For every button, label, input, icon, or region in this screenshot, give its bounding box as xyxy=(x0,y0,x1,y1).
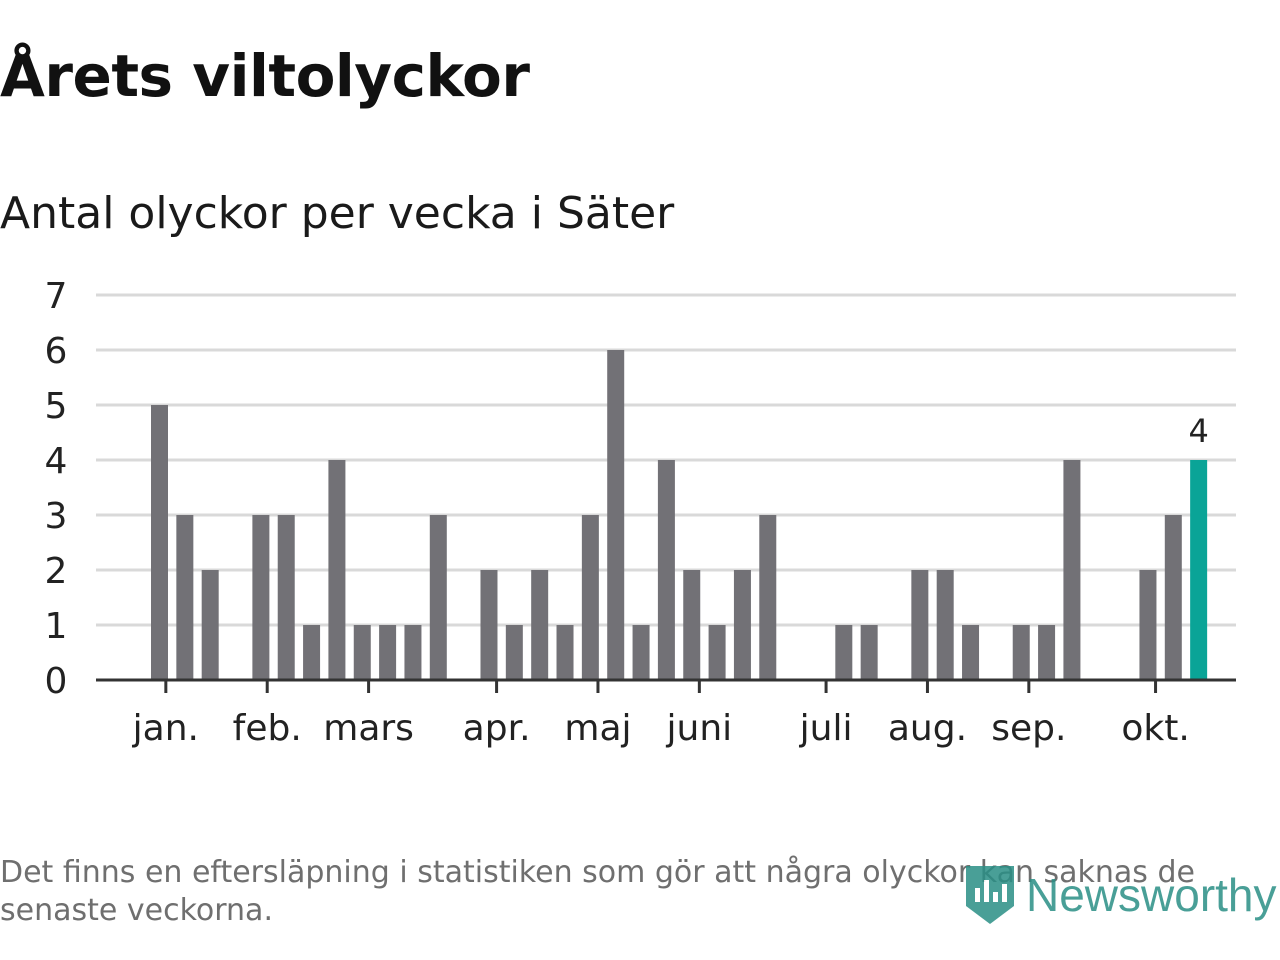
y-tick-label: 0 xyxy=(45,661,68,702)
bars xyxy=(151,350,1208,680)
y-tick-label: 2 xyxy=(45,551,68,592)
x-axis xyxy=(96,678,1236,693)
y-tick-label: 3 xyxy=(45,496,68,537)
x-tick-label: mars xyxy=(323,708,414,749)
x-tick-label: aug. xyxy=(888,708,967,749)
bar xyxy=(1012,625,1030,680)
bar xyxy=(505,625,523,680)
logo-text: Newsworthy xyxy=(1026,869,1277,921)
bar xyxy=(607,350,625,680)
x-tick-label: jan. xyxy=(132,708,199,749)
bar xyxy=(404,625,422,680)
bar xyxy=(835,625,853,680)
bar xyxy=(531,570,549,680)
x-tick-label: feb. xyxy=(233,708,302,749)
bar xyxy=(759,515,777,680)
newsworthy-logo-icon xyxy=(966,866,1014,924)
chart-subtitle: Antal olyckor per vecka i Säter xyxy=(0,188,675,239)
x-tick-label: juli xyxy=(799,708,853,749)
bar xyxy=(277,515,295,680)
highlight-data-label: 4 xyxy=(1188,412,1208,450)
y-tick-label: 4 xyxy=(45,441,68,482)
y-tick-label: 7 xyxy=(45,276,68,317)
bar-highlight xyxy=(1190,460,1208,680)
bar xyxy=(429,515,447,680)
bar xyxy=(556,625,574,680)
y-axis-ticks: 0 1 2 3 4 5 6 7 xyxy=(45,276,68,702)
bar xyxy=(303,625,321,680)
bar xyxy=(1038,625,1056,680)
x-tick-label: juni xyxy=(666,708,733,749)
bar xyxy=(581,515,599,680)
bar xyxy=(632,625,650,680)
bar xyxy=(1164,515,1182,680)
y-tick-label: 1 xyxy=(45,606,68,647)
y-tick-label: 6 xyxy=(45,331,68,372)
y-tick-label: 5 xyxy=(45,386,68,427)
bar xyxy=(328,460,346,680)
newsworthy-logo[interactable]: Newsworthy xyxy=(962,860,1277,930)
bar xyxy=(353,625,371,680)
bar xyxy=(1063,460,1081,680)
x-tick-label: maj xyxy=(564,708,631,749)
bar xyxy=(708,625,726,680)
bar xyxy=(201,570,219,680)
bar-chart: 0 1 2 3 4 5 6 7 jan. feb. mars apr. maj juni juli aug.… xyxy=(45,276,1236,749)
bar xyxy=(151,405,168,680)
bar xyxy=(733,570,751,680)
bar xyxy=(936,570,954,680)
bar xyxy=(379,625,397,680)
bar xyxy=(176,515,194,680)
x-axis-labels: jan. feb. mars apr. maj juni juli aug. sep. okt. xyxy=(132,708,1190,749)
x-tick-label: okt. xyxy=(1121,708,1189,749)
bar xyxy=(683,570,701,680)
annotations: 4 xyxy=(1188,412,1208,450)
chart-title: Årets viltolyckor xyxy=(0,42,530,110)
bar xyxy=(657,460,675,680)
bar xyxy=(1139,570,1157,680)
x-tick-label: sep. xyxy=(991,708,1066,749)
bar xyxy=(480,570,498,680)
bar xyxy=(860,625,878,680)
bar xyxy=(911,570,929,680)
x-tick-label: apr. xyxy=(463,708,531,749)
bar xyxy=(962,625,980,680)
bar xyxy=(252,515,270,680)
